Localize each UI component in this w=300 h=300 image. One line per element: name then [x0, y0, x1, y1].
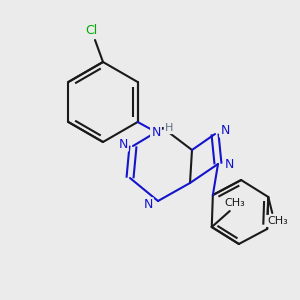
Text: N: N: [151, 125, 161, 139]
Text: N: N: [224, 158, 234, 170]
Text: H: H: [165, 123, 173, 133]
Text: CH₃: CH₃: [224, 198, 245, 208]
Text: N: N: [143, 199, 153, 212]
Text: CH₃: CH₃: [267, 216, 288, 226]
Text: Cl: Cl: [85, 23, 97, 37]
Text: N: N: [118, 137, 128, 151]
Text: N: N: [220, 124, 230, 136]
